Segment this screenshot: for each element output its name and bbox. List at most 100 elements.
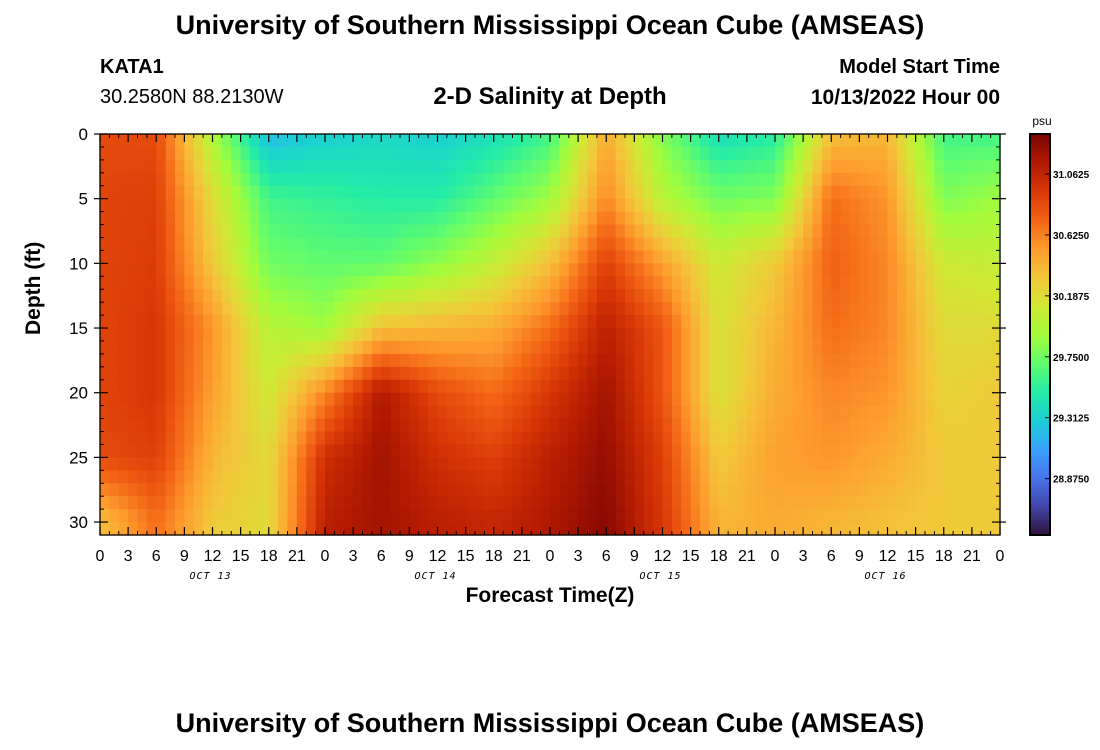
heatmap-cell [268, 237, 279, 252]
colorbar-segment [1030, 200, 1050, 203]
heatmap-cell [156, 276, 167, 290]
heatmap-cell [568, 328, 579, 342]
heatmap-cell [221, 405, 232, 420]
heatmap-cell [568, 392, 579, 407]
heatmap-cell [906, 405, 917, 420]
heatmap-cell [156, 185, 167, 200]
heatmap-cell [756, 159, 767, 174]
heatmap-cell [184, 444, 195, 458]
heatmap-cell [240, 134, 251, 148]
heatmap-cell [925, 172, 935, 187]
heatmap-cell [428, 366, 439, 381]
heatmap-cell [203, 418, 214, 433]
heatmap-cell [428, 289, 439, 303]
heatmap-cell [306, 431, 317, 446]
heatmap-cell [859, 379, 870, 394]
heatmap-cell [118, 483, 129, 497]
heatmap-cell [906, 224, 917, 239]
heatmap-cell [840, 496, 851, 510]
heatmap-cell [437, 470, 448, 484]
heatmap-cell [212, 211, 223, 226]
heatmap-cell [259, 509, 270, 523]
heatmap-cell [296, 134, 307, 148]
heatmap-cell [925, 185, 935, 200]
heatmap-cell [390, 315, 401, 329]
heatmap-cell [840, 172, 851, 187]
heatmap-cell [906, 483, 917, 497]
heatmap-cell [109, 457, 120, 471]
heatmap-cell [878, 353, 889, 368]
heatmap-cell [456, 224, 467, 239]
colorbar-segment [1030, 320, 1050, 324]
heatmap-cell [325, 211, 335, 226]
heatmap-cell [456, 444, 467, 458]
colorbar-segment [1030, 392, 1050, 396]
heatmap-cell [315, 237, 326, 252]
heatmap-cell [428, 431, 439, 446]
heatmap-cell [287, 237, 298, 252]
heatmap-cell [381, 431, 392, 446]
heatmap-cell [521, 276, 532, 290]
heatmap-cell [700, 250, 710, 264]
heatmap-cell [137, 250, 148, 264]
heatmap-cell [850, 211, 860, 226]
heatmap-cell [437, 146, 448, 161]
heatmap-cell [362, 224, 373, 239]
heatmap-cell [934, 134, 945, 148]
heatmap-cell [634, 405, 645, 420]
heatmap-cell [156, 211, 167, 226]
heatmap-cell [146, 340, 157, 355]
colorbar-segment [1030, 464, 1050, 468]
heatmap-cell [812, 509, 823, 523]
heatmap-cell [925, 418, 935, 433]
heatmap-cell [775, 496, 785, 510]
heatmap-cell [521, 237, 532, 252]
heatmap-cell [418, 496, 429, 510]
heatmap-cell [662, 146, 673, 161]
heatmap-cell [746, 289, 757, 303]
heatmap-cell [653, 146, 664, 161]
heatmap-cell [409, 250, 420, 264]
heatmap-cell [334, 457, 345, 471]
heatmap-cell [484, 366, 495, 381]
heatmap-cell [596, 172, 607, 187]
heatmap-cell [784, 392, 795, 407]
heatmap-cell [981, 198, 992, 213]
heatmap-cell [559, 134, 570, 148]
colorbar-segment [1030, 196, 1050, 199]
heatmap-cell [306, 366, 317, 381]
heatmap-cell [821, 315, 832, 329]
heatmap-cell [484, 172, 495, 187]
heatmap-cell [184, 457, 195, 471]
heatmap-cell [596, 483, 607, 497]
heatmap-cell [287, 185, 298, 200]
heatmap-cell [540, 444, 551, 458]
heatmap-cell [268, 509, 279, 523]
heatmap-cell [250, 379, 260, 394]
heatmap-cell [925, 483, 935, 497]
heatmap-cell [362, 198, 373, 213]
heatmap-cell [634, 289, 645, 303]
colorbar-segment [1030, 462, 1050, 466]
heatmap-cell [625, 250, 635, 264]
heatmap-cell [221, 315, 232, 329]
heatmap-cell [596, 328, 607, 342]
heatmap-cell [625, 211, 635, 226]
heatmap-cell [100, 159, 110, 174]
heatmap-cell [231, 392, 242, 407]
heatmap-cell [690, 522, 701, 536]
heatmap-cell [850, 263, 860, 277]
heatmap-cell [953, 172, 964, 187]
heatmap-cell [812, 198, 823, 213]
heatmap-cell [325, 237, 335, 252]
heatmap-cell [503, 185, 514, 200]
heatmap-cell [175, 289, 185, 303]
heatmap-cell [203, 159, 214, 174]
heatmap-cell [250, 211, 260, 226]
heatmap-cell [137, 379, 148, 394]
heatmap-cell [962, 159, 973, 174]
heatmap-cell [896, 509, 907, 523]
heatmap-cell [250, 146, 260, 161]
heatmap-cell [718, 276, 729, 290]
heatmap-cell [156, 159, 167, 174]
